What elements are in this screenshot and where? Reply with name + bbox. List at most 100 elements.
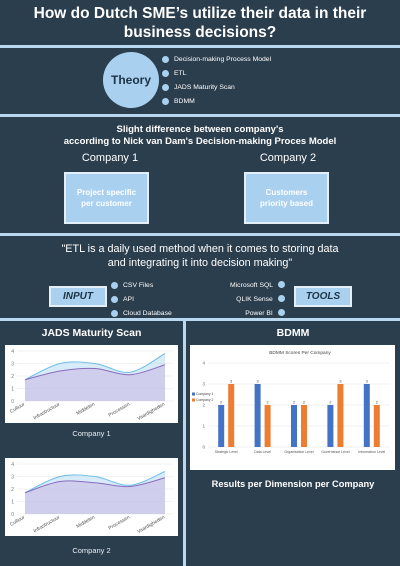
- bar: [291, 405, 297, 447]
- input-item: Cloud Database: [111, 309, 172, 323]
- tools-badge: TOOLS: [294, 286, 352, 307]
- theory-item: JADS Maturity Scan: [162, 83, 271, 97]
- chart-title: BDMM Scores Per Company: [269, 350, 331, 356]
- x-tick-label: Organisation Level: [284, 450, 313, 454]
- x-tick-label: Processen: [108, 514, 132, 531]
- legend-label: Company 1: [196, 392, 213, 396]
- x-tick-label: Strategic Level: [215, 450, 238, 454]
- x-tick-label: Data Level: [254, 450, 271, 454]
- bar: [264, 405, 271, 447]
- company-1-box: Project specific per customer: [64, 172, 149, 224]
- tools-list: Microsoft SQL QLIK Sense Power BI: [230, 281, 285, 323]
- data-label: 2: [376, 401, 378, 405]
- bdmm-footer: Results per Dimension per Company: [211, 479, 375, 489]
- series-line: [24, 471, 166, 494]
- company-2-label: Company 2: [259, 152, 317, 164]
- x-tick-label: Governance Level: [321, 450, 350, 454]
- theory-item: Decision-making Process Model: [162, 55, 271, 69]
- bar: [254, 384, 261, 447]
- bar: [373, 405, 380, 447]
- legend-swatch: [192, 392, 195, 396]
- data-label: 2: [293, 401, 295, 405]
- bullet-icon: [162, 56, 169, 63]
- bdmm-chart: BDMM Scores Per Company 0 1 2 3 4 2 3 Strategic …: [190, 345, 395, 470]
- legend-label: Company 2: [196, 398, 213, 402]
- difference-heading-line: according to Nick van Dam's Decision-mak…: [63, 136, 337, 147]
- bar: [228, 384, 235, 447]
- bar: [218, 405, 225, 447]
- difference-heading: Slight difference between company's acco…: [0, 124, 400, 148]
- theory-badge: Theory: [103, 52, 159, 108]
- x-tick-label: Infrastructuur: [32, 401, 61, 421]
- y-tick-label: 3: [11, 475, 14, 481]
- bar: [337, 384, 344, 447]
- company-1-label: Company 1: [81, 152, 139, 164]
- y-tick-label: 2: [11, 374, 14, 380]
- divider: [0, 45, 400, 48]
- input-list: CSV Files API Cloud Database: [111, 281, 172, 323]
- bullet-icon: [277, 281, 285, 288]
- x-tick-label: Vaardigheden: [136, 401, 166, 422]
- data-label: 2: [329, 401, 331, 405]
- bdmm-title: BDMM: [276, 327, 310, 339]
- tool-item: Power BI: [230, 309, 285, 323]
- bar: [301, 405, 307, 447]
- divider: [0, 114, 400, 117]
- company-2-box: Customers priority based: [244, 172, 329, 224]
- input-item: CSV Files: [111, 281, 172, 295]
- theory-list: Decision-making Process Model ETL JADS M…: [162, 55, 271, 111]
- series-line: [24, 353, 166, 381]
- jads-title: JADS Maturity Scan: [41, 327, 142, 339]
- page-title: How do Dutch SME’s utilize their data in…: [33, 5, 367, 41]
- bar: [327, 405, 334, 447]
- divider: [0, 318, 400, 321]
- bullet-icon: [111, 310, 118, 317]
- bdmm-chart-svg: BDMM Scores Per Company 0 1 2 3 4 2 3 Strategic …: [192, 350, 390, 454]
- tool-item: Microsoft SQL: [230, 281, 285, 295]
- bullet-icon: [277, 309, 285, 316]
- jads-chart-2: 0 1 2 3 4 Cultuur Infrastructuur Middelen Proces…: [5, 458, 178, 536]
- jads-chart-1: 0 1 2 3 4 Cultuur Infrastructuur Middelen Proces…: [5, 345, 178, 423]
- bullet-icon: [277, 295, 285, 302]
- y-tick-label: 3: [202, 382, 205, 387]
- y-tick-label: 0: [202, 445, 205, 450]
- y-tick-label: 3: [11, 362, 14, 368]
- etl-quote-line: "ETL is a daily used method when it come…: [61, 243, 339, 255]
- data-label: 3: [257, 380, 259, 384]
- data-label: 2: [303, 401, 305, 405]
- tool-item: QLIK Sense: [230, 295, 285, 309]
- y-tick-label: 0: [11, 399, 14, 405]
- y-tick-label: 1: [202, 424, 205, 429]
- y-tick-label: 2: [202, 403, 205, 408]
- theory-item: ETL: [162, 69, 271, 83]
- x-tick-label: Vaardigheden: [136, 514, 166, 535]
- y-tick-label: 4: [11, 462, 14, 468]
- bullet-icon: [111, 296, 118, 303]
- bullet-icon: [162, 70, 169, 77]
- y-tick-label: 0: [11, 512, 14, 518]
- y-tick-label: 4: [202, 361, 205, 366]
- x-tick-label: Middelen: [75, 401, 96, 416]
- series-line: [24, 364, 166, 381]
- vertical-divider: [183, 320, 186, 566]
- legend-swatch: [192, 398, 195, 402]
- bullet-icon: [162, 84, 169, 91]
- difference-heading-line: Slight difference between company's: [116, 124, 284, 135]
- y-tick-label: 2: [11, 487, 14, 493]
- theory-label: Theory: [110, 73, 151, 87]
- etl-quote: "ETL is a daily used method when it come…: [0, 242, 400, 270]
- x-tick-label: Infrastructuur: [32, 514, 61, 534]
- x-tick-label: Information Level: [358, 450, 385, 454]
- bar: [363, 384, 370, 447]
- series-area: [25, 364, 165, 401]
- bullet-icon: [162, 98, 169, 105]
- data-label: 3: [230, 380, 232, 384]
- bullet-icon: [111, 282, 118, 289]
- jads-caption-1: Company 1: [72, 429, 111, 438]
- y-tick-label: 1: [11, 500, 14, 506]
- y-tick-label: 1: [11, 387, 14, 393]
- theory-item: BDMM: [162, 97, 271, 111]
- series-line: [24, 477, 166, 494]
- x-tick-label: Middelen: [75, 514, 96, 529]
